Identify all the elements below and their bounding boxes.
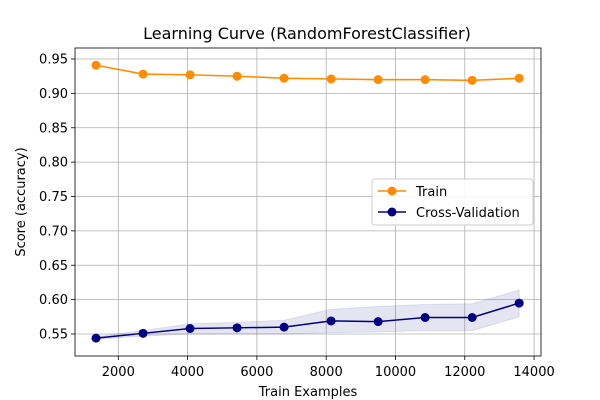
legend-train-marker xyxy=(387,186,397,196)
legend-cv-label: Cross-Validation xyxy=(416,206,520,221)
plot-frame xyxy=(74,47,542,357)
cv-series-line xyxy=(95,302,520,339)
train-data-point xyxy=(373,75,383,85)
legend-cv-marker xyxy=(387,207,397,217)
y-tick-label: 0.95 xyxy=(39,53,68,68)
x-tick-label: 10000 xyxy=(375,365,416,380)
cv-data-point xyxy=(91,333,101,343)
x-axis-ticks: 2000 4000 6000 8000 10000 12000 14000 xyxy=(102,356,555,380)
legend: Train Cross-Validation xyxy=(371,178,534,226)
y-tick-label: 0.90 xyxy=(39,87,68,102)
cv-data-point xyxy=(279,322,289,332)
legend-train-label: Train xyxy=(415,185,447,200)
cv-std-band xyxy=(95,289,520,341)
train-series-line xyxy=(95,64,520,82)
train-data-point xyxy=(420,75,430,85)
x-tick-label: 4000 xyxy=(171,365,204,380)
series-lines xyxy=(95,64,520,339)
y-axis-ticks: 0.55 0.60 0.65 0.70 0.75 0.80 0.85 0.90 0.95 xyxy=(39,53,75,343)
y-tick-label: 0.75 xyxy=(39,190,68,205)
grid-lines xyxy=(75,48,541,356)
chart-title: Learning Curve (RandomForestClassifier) xyxy=(143,24,471,43)
cv-data-point xyxy=(185,324,195,333)
x-tick-label: 2000 xyxy=(102,365,135,380)
train-data-point xyxy=(91,60,101,70)
train-data-point xyxy=(279,73,289,83)
train-data-point xyxy=(514,73,524,83)
y-tick-label: 0.55 xyxy=(39,328,68,343)
train-data-point xyxy=(138,69,148,79)
x-tick-label: 12000 xyxy=(444,365,485,380)
train-data-point xyxy=(467,75,477,85)
legend-box xyxy=(371,178,534,226)
cv-data-point xyxy=(232,323,242,333)
y-tick-label: 0.80 xyxy=(39,156,68,171)
x-axis-label: Train Examples xyxy=(258,385,358,400)
cv-data-point xyxy=(420,313,430,322)
x-tick-label: 8000 xyxy=(310,365,343,380)
series-points xyxy=(91,60,524,343)
cv-data-point xyxy=(373,317,383,327)
y-tick-label: 0.60 xyxy=(39,293,68,308)
train-data-point xyxy=(326,74,336,84)
x-tick-label: 14000 xyxy=(513,365,554,380)
train-data-point xyxy=(185,70,195,80)
x-tick-label: 6000 xyxy=(240,365,273,380)
cv-data-point xyxy=(514,298,524,308)
cv-data-point xyxy=(326,316,336,326)
train-data-point xyxy=(232,71,242,81)
cv-data-point xyxy=(138,328,148,338)
y-tick-label: 0.65 xyxy=(39,259,68,274)
y-tick-label: 0.70 xyxy=(39,224,68,239)
y-axis-label: Score (accuracy) xyxy=(14,147,29,256)
cv-data-point xyxy=(467,313,477,322)
y-tick-label: 0.85 xyxy=(39,121,68,136)
